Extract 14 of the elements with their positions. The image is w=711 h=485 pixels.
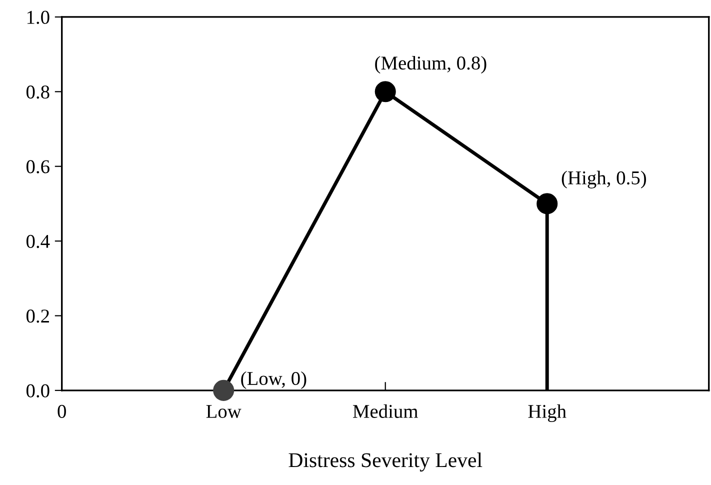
y-tick-label: 0.0 <box>26 384 50 398</box>
y-tick-label: 0.2 <box>26 310 49 323</box>
annotation: (Low, 0) <box>241 371 306 390</box>
x-tick-label: Low <box>206 405 242 418</box>
y-tick-label: 1.0 <box>27 10 50 24</box>
annotation: (Medium, 0.8) <box>375 56 486 74</box>
x-tick-label: 0 <box>58 404 66 418</box>
x-tick-label: Medium <box>352 404 418 418</box>
annotation: (High, 0.5) <box>562 170 646 188</box>
x-axis-title: Distress Severity Level <box>288 452 482 472</box>
y-tick-label: 0.4 <box>26 234 50 248</box>
x-tick-label: High <box>528 404 566 422</box>
y-tick-label: 0.8 <box>26 85 50 99</box>
y-tick-label: 0.6 <box>26 160 50 174</box>
